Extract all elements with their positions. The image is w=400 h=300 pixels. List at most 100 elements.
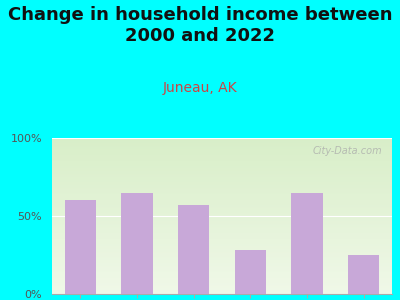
Bar — [52, 211, 392, 213]
Bar — [52, 208, 392, 210]
Bar — [52, 138, 392, 140]
Bar — [52, 183, 392, 185]
Bar — [178, 205, 209, 294]
Bar — [52, 218, 392, 219]
Bar — [52, 180, 392, 182]
Bar — [52, 177, 392, 178]
Bar — [52, 272, 392, 274]
Bar — [52, 151, 392, 152]
Bar — [52, 229, 392, 230]
Bar — [52, 213, 392, 214]
Bar — [52, 147, 392, 149]
Bar — [52, 207, 392, 208]
Bar — [52, 164, 392, 166]
Bar — [52, 190, 392, 191]
Bar — [52, 242, 392, 244]
Bar — [52, 275, 392, 277]
Bar — [52, 263, 392, 264]
Bar — [52, 235, 392, 236]
Bar — [52, 249, 392, 250]
Bar — [52, 161, 392, 163]
Bar — [52, 163, 392, 164]
Bar — [52, 160, 392, 161]
Bar — [52, 169, 392, 171]
Bar — [52, 286, 392, 288]
Bar — [52, 285, 392, 286]
Bar — [52, 281, 392, 283]
Bar — [52, 280, 392, 281]
Bar — [52, 214, 392, 216]
Bar — [52, 244, 392, 246]
Bar — [52, 171, 392, 172]
Bar — [52, 202, 392, 203]
Bar — [52, 188, 392, 190]
Bar — [52, 143, 392, 144]
Bar — [52, 210, 392, 211]
Bar — [52, 185, 392, 186]
Bar — [52, 233, 392, 235]
Bar — [52, 252, 392, 254]
Bar — [52, 200, 392, 202]
Bar — [122, 193, 152, 294]
Bar — [52, 232, 392, 233]
Bar — [52, 258, 392, 260]
Bar — [52, 196, 392, 197]
Bar — [52, 140, 392, 141]
Bar — [52, 221, 392, 222]
Text: Change in household income between
2000 and 2022: Change in household income between 2000 … — [8, 6, 392, 45]
Bar — [52, 246, 392, 247]
Bar — [52, 266, 392, 268]
Bar — [52, 236, 392, 238]
Bar — [52, 260, 392, 261]
Bar — [52, 224, 392, 225]
Bar — [52, 205, 392, 207]
Bar — [52, 238, 392, 239]
Bar — [52, 227, 392, 229]
Bar — [52, 219, 392, 221]
Bar — [52, 241, 392, 242]
Bar — [52, 271, 392, 272]
Bar — [52, 292, 392, 294]
Bar — [52, 250, 392, 252]
Bar — [52, 277, 392, 278]
Bar — [52, 261, 392, 263]
Bar — [52, 144, 392, 146]
Bar — [52, 197, 392, 199]
Bar — [52, 291, 392, 292]
Bar — [52, 176, 392, 177]
Bar — [52, 155, 392, 157]
Bar — [348, 255, 379, 294]
Bar — [52, 288, 392, 289]
Bar — [52, 256, 392, 258]
Bar — [52, 203, 392, 205]
Bar — [52, 158, 392, 160]
Bar — [52, 194, 392, 196]
Bar — [52, 174, 392, 176]
Bar — [292, 193, 322, 294]
Bar — [52, 230, 392, 232]
Bar — [52, 247, 392, 249]
Bar — [52, 274, 392, 275]
Bar — [235, 250, 266, 294]
Bar — [52, 216, 392, 218]
Bar — [52, 222, 392, 224]
Bar — [52, 178, 392, 180]
Bar — [52, 289, 392, 291]
Bar — [52, 239, 392, 241]
Bar — [52, 193, 392, 194]
Text: Juneau, AK: Juneau, AK — [163, 81, 237, 95]
Bar — [52, 283, 392, 285]
Bar — [52, 146, 392, 147]
Bar — [52, 182, 392, 183]
Bar — [52, 152, 392, 154]
Bar — [52, 278, 392, 280]
Bar — [52, 268, 392, 269]
Bar — [65, 200, 96, 294]
Bar — [52, 186, 392, 188]
Bar — [52, 141, 392, 143]
Bar — [52, 254, 392, 255]
Text: City-Data.com: City-Data.com — [312, 146, 382, 156]
Bar — [52, 199, 392, 200]
Bar — [52, 191, 392, 193]
Bar — [52, 269, 392, 271]
